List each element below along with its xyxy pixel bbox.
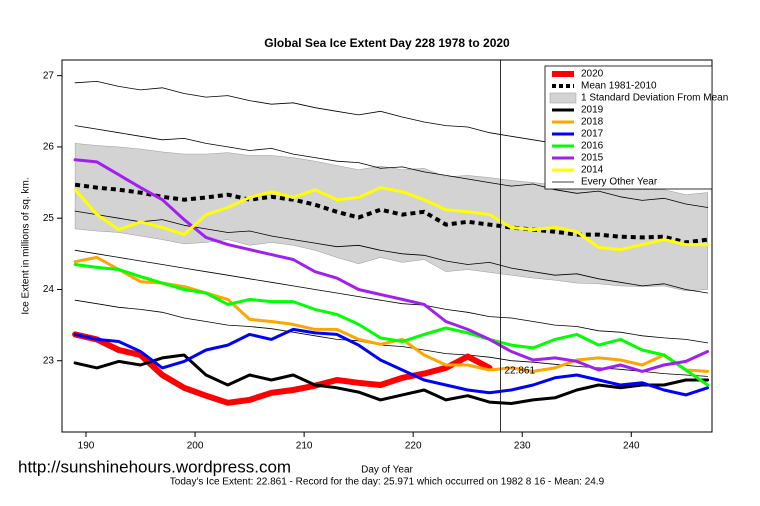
other-year-line	[74, 125, 708, 208]
x-tick-label: 200	[187, 441, 204, 452]
chart-title: Global Sea Ice Extent Day 228 1978 to 20…	[264, 36, 510, 50]
y-tick-label: 26	[43, 142, 55, 153]
std-band	[74, 143, 708, 292]
y-tick-label: 27	[43, 70, 55, 81]
y-tick-label: 23	[43, 355, 55, 366]
legend-label: 2015	[581, 153, 604, 164]
x-tick-label: 190	[78, 441, 95, 452]
annotation: 22.861	[504, 365, 535, 376]
series-line	[73, 255, 710, 373]
x-tick-label: 220	[405, 441, 422, 452]
other-year-line	[74, 249, 708, 344]
series-line	[73, 186, 710, 252]
x-tick-label: 230	[514, 441, 531, 452]
other-year-line	[74, 210, 708, 294]
footer: Today's Ice Extent: 22.861 - Record for …	[170, 477, 605, 488]
series-line	[73, 158, 710, 373]
legend-label: 2014	[581, 165, 604, 176]
y-tick-label: 24	[43, 284, 55, 295]
series-line	[73, 263, 710, 387]
legend-label: 1 Standard Deviation From Mean	[581, 93, 728, 104]
legend-label: 2016	[581, 141, 604, 152]
legend-swatch	[549, 92, 577, 104]
source: http://sunshinehours.wordpress.com	[18, 457, 291, 476]
legend-label: 2019	[581, 105, 604, 116]
y-tick-label: 25	[43, 213, 55, 224]
series-line	[72, 331, 493, 406]
legend-label: Mean 1981-2010	[581, 81, 657, 92]
legend-label: 2020	[581, 69, 604, 80]
y-axis-label: Ice Extent in millions of sq. km.	[21, 177, 32, 314]
plot-frame	[61, 59, 713, 433]
legend-label: Every Other Year	[581, 177, 658, 188]
x-axis-label: Day of Year	[361, 465, 413, 476]
legend-label: 2017	[581, 129, 604, 140]
series-line	[73, 327, 710, 397]
x-tick-label: 210	[296, 441, 313, 452]
series-line	[73, 353, 710, 405]
x-tick-label: 240	[623, 441, 640, 452]
legend-label: 2018	[581, 117, 604, 128]
